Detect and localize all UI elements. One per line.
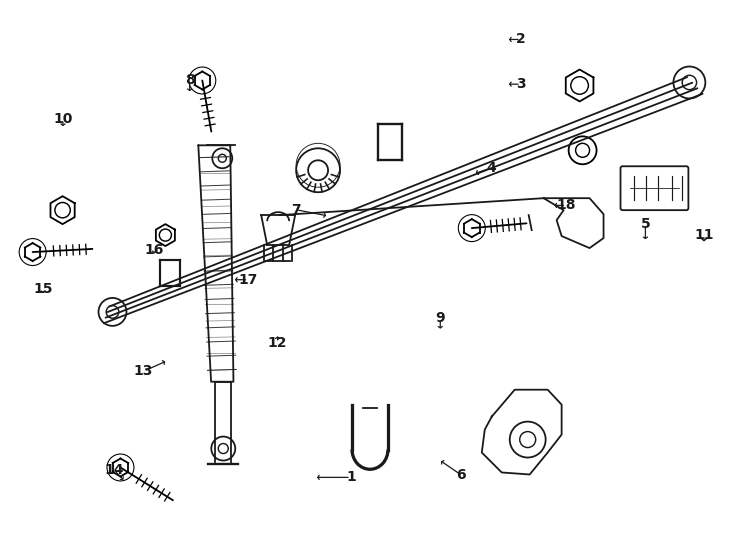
Text: 15: 15 (34, 282, 53, 296)
Text: 11: 11 (694, 228, 713, 242)
Text: 2: 2 (516, 32, 526, 46)
Text: 7: 7 (291, 202, 301, 217)
Text: 16: 16 (145, 242, 164, 256)
Text: 10: 10 (54, 112, 73, 126)
Text: 8: 8 (185, 73, 195, 87)
Text: 9: 9 (435, 312, 445, 326)
Text: 13: 13 (134, 364, 153, 378)
Text: 18: 18 (556, 198, 576, 212)
Text: 12: 12 (268, 336, 288, 350)
Text: 5: 5 (641, 217, 650, 231)
Text: 17: 17 (239, 273, 258, 287)
Text: 1: 1 (346, 470, 356, 484)
Text: 3: 3 (516, 77, 526, 91)
Text: 4: 4 (487, 161, 496, 174)
Text: 14: 14 (104, 463, 124, 477)
Text: 6: 6 (456, 468, 465, 482)
